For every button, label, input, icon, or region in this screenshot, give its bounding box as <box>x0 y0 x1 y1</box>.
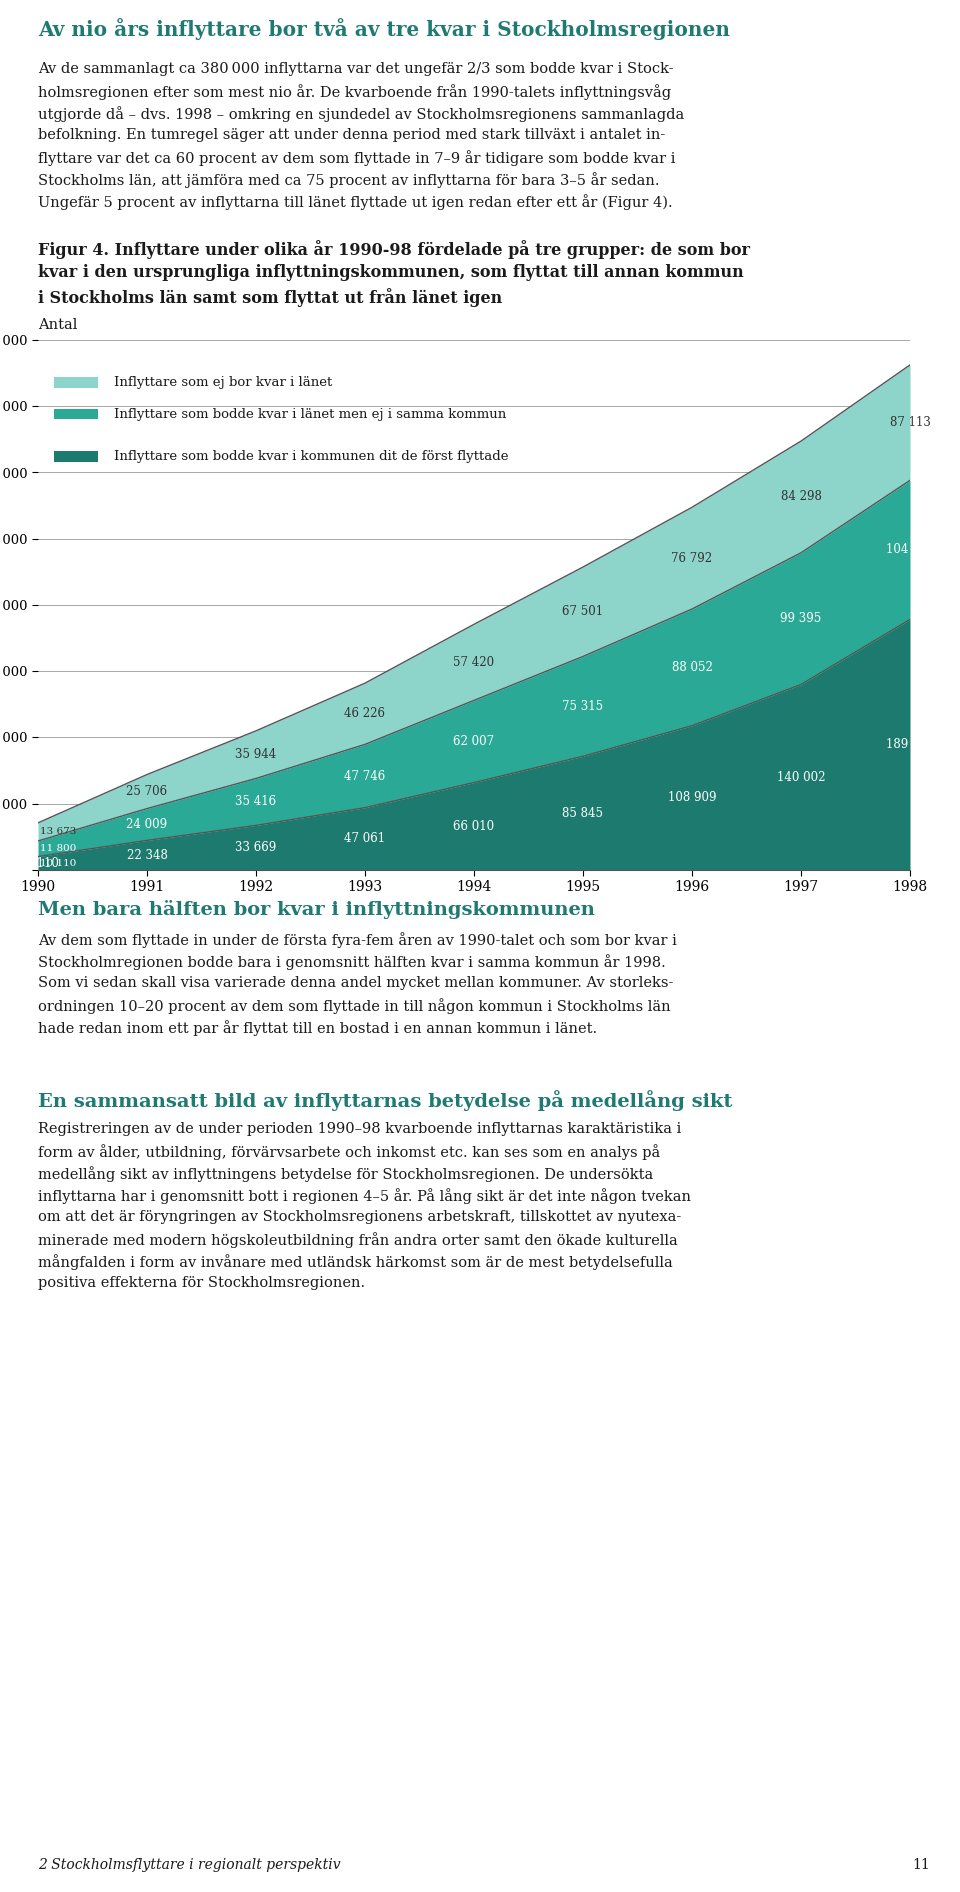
Text: Inflyttare som ej bor kvar i länet: Inflyttare som ej bor kvar i länet <box>114 377 332 390</box>
Text: Stockholms län, att jämföra med ca 75 procent av inflyttarna för bara 3–5 år sed: Stockholms län, att jämföra med ca 75 pr… <box>38 172 660 187</box>
Text: 46 226: 46 226 <box>345 708 386 721</box>
Text: om att det är föryngringen av Stockholmsregionens arbetskraft, tillskottet av ny: om att det är föryngringen av Stockholms… <box>38 1211 682 1224</box>
FancyBboxPatch shape <box>55 452 98 462</box>
Text: 47 746: 47 746 <box>345 770 386 783</box>
Text: 35 944: 35 944 <box>235 747 276 761</box>
Text: 66 010: 66 010 <box>453 819 494 832</box>
Text: 85 845: 85 845 <box>563 806 604 819</box>
Text: 22 348: 22 348 <box>127 850 167 861</box>
Text: 99 395: 99 395 <box>780 613 822 624</box>
Text: 140 002: 140 002 <box>777 770 826 783</box>
Text: En sammansatt bild av inflyttarnas betydelse på medellång sikt: En sammansatt bild av inflyttarnas betyd… <box>38 1090 732 1111</box>
Text: 11: 11 <box>912 1858 930 1871</box>
Text: form av ålder, utbildning, förvärvsarbete och inkomst etc. kan ses som en analys: form av ålder, utbildning, förvärvsarbet… <box>38 1145 660 1160</box>
Text: Som vi sedan skall visa varierade denna andel mycket mellan kommuner. Av storlek: Som vi sedan skall visa varierade denna … <box>38 976 673 990</box>
Text: 76 792: 76 792 <box>671 552 712 564</box>
Text: Av de sammanlagt ca 380 000 inflyttarna var det ungefär 2/3 som bodde kvar i Sto: Av de sammanlagt ca 380 000 inflyttarna … <box>38 62 674 76</box>
Text: positiva effekterna för Stockholmsregionen.: positiva effekterna för Stockholmsregion… <box>38 1275 365 1290</box>
Text: 84 298: 84 298 <box>780 490 822 503</box>
Text: 13 673: 13 673 <box>40 827 77 836</box>
Text: Registreringen av de under perioden 1990–98 kvarboende inflyttarnas karaktäristi: Registreringen av de under perioden 1990… <box>38 1122 682 1135</box>
Text: flyttare var det ca 60 procent av dem som flyttade in 7–9 år tidigare som bodde : flyttare var det ca 60 procent av dem so… <box>38 149 676 166</box>
Text: Antal: Antal <box>38 318 78 331</box>
FancyBboxPatch shape <box>55 377 98 388</box>
Text: 10 110: 10 110 <box>40 859 77 868</box>
Text: 62 007: 62 007 <box>453 734 494 747</box>
Text: Stockholmregionen bodde bara i genomsnitt hälften kvar i samma kommun år 1998.: Stockholmregionen bodde bara i genomsnit… <box>38 954 665 971</box>
Text: 35 416: 35 416 <box>235 795 276 808</box>
Text: Men bara hälften bor kvar i inflyttningskommunen: Men bara hälften bor kvar i inflyttnings… <box>38 901 595 920</box>
Text: 2 Stockholmsflyttare i regionalt perspektiv: 2 Stockholmsflyttare i regionalt perspek… <box>38 1858 341 1871</box>
Text: 10 110: 10 110 <box>17 857 59 870</box>
Text: Figur 4. Inflyttare under olika år 1990-98 fördelade på tre grupper: de som bor: Figur 4. Inflyttare under olika år 1990-… <box>38 240 750 259</box>
Text: 104 954: 104 954 <box>886 543 934 556</box>
Text: 47 061: 47 061 <box>345 832 386 846</box>
Text: Inflyttare som bodde kvar i kommunen dit de först flyttade: Inflyttare som bodde kvar i kommunen dit… <box>114 450 509 464</box>
Text: 189 124: 189 124 <box>886 738 934 751</box>
Text: Inflyttare som bodde kvar i länet men ej i samma kommun: Inflyttare som bodde kvar i länet men ej… <box>114 407 507 420</box>
Text: 67 501: 67 501 <box>563 605 604 619</box>
Text: Av dem som flyttade in under de första fyra-fem åren av 1990-talet och som bor k: Av dem som flyttade in under de första f… <box>38 933 677 948</box>
Text: utgjorde då – dvs. 1998 – omkring en sjundedel av Stockholmsregionens sammanlagd: utgjorde då – dvs. 1998 – omkring en sju… <box>38 106 684 121</box>
Text: 33 669: 33 669 <box>235 842 276 853</box>
Text: 24 009: 24 009 <box>127 817 168 831</box>
Text: befolkning. En tumregel säger att under denna period med stark tillväxt i antale: befolkning. En tumregel säger att under … <box>38 129 665 142</box>
Text: 11 800: 11 800 <box>40 844 77 853</box>
Text: minerade med modern högskoleutbildning från andra orter samt den ökade kulturell: minerade med modern högskoleutbildning f… <box>38 1232 678 1249</box>
Text: ordningen 10–20 procent av dem som flyttade in till någon kommun i Stockholms lä: ordningen 10–20 procent av dem som flytt… <box>38 997 671 1014</box>
Text: kvar i den ursprungliga inflyttningskommunen, som flyttat till annan kommun: kvar i den ursprungliga inflyttningskomm… <box>38 265 744 282</box>
FancyBboxPatch shape <box>55 409 98 420</box>
Text: Ungefär 5 procent av inflyttarna till länet flyttade ut igen redan efter ett år : Ungefär 5 procent av inflyttarna till lä… <box>38 195 673 210</box>
Text: 75 315: 75 315 <box>563 700 604 713</box>
Text: mångfalden i form av invånare med utländsk härkomst som är de mest betydelsefull: mångfalden i form av invånare med utländ… <box>38 1254 673 1270</box>
Text: 108 909: 108 909 <box>668 791 716 804</box>
Text: 57 420: 57 420 <box>453 657 494 670</box>
Text: holmsregionen efter som mest nio år. De kvarboende från 1990-talets inflyttnings: holmsregionen efter som mest nio år. De … <box>38 83 671 100</box>
Text: 88 052: 88 052 <box>672 660 712 674</box>
Text: Av nio års inflyttare bor två av tre kvar i Stockholmsregionen: Av nio års inflyttare bor två av tre kva… <box>38 19 730 40</box>
Text: hade redan inom ett par år flyttat till en bostad i en annan kommun i länet.: hade redan inom ett par år flyttat till … <box>38 1020 597 1037</box>
Text: 87 113: 87 113 <box>890 416 930 429</box>
Text: inflyttarna har i genomsnitt bott i regionen 4–5 år. På lång sikt är det inte nå: inflyttarna har i genomsnitt bott i regi… <box>38 1188 691 1203</box>
Text: 25 706: 25 706 <box>127 785 168 798</box>
Text: medellång sikt av inflyttningens betydelse för Stockholmsregionen. De undersökta: medellång sikt av inflyttningens betydel… <box>38 1165 653 1182</box>
Text: i Stockholms län samt som flyttat ut från länet igen: i Stockholms län samt som flyttat ut frå… <box>38 288 502 307</box>
